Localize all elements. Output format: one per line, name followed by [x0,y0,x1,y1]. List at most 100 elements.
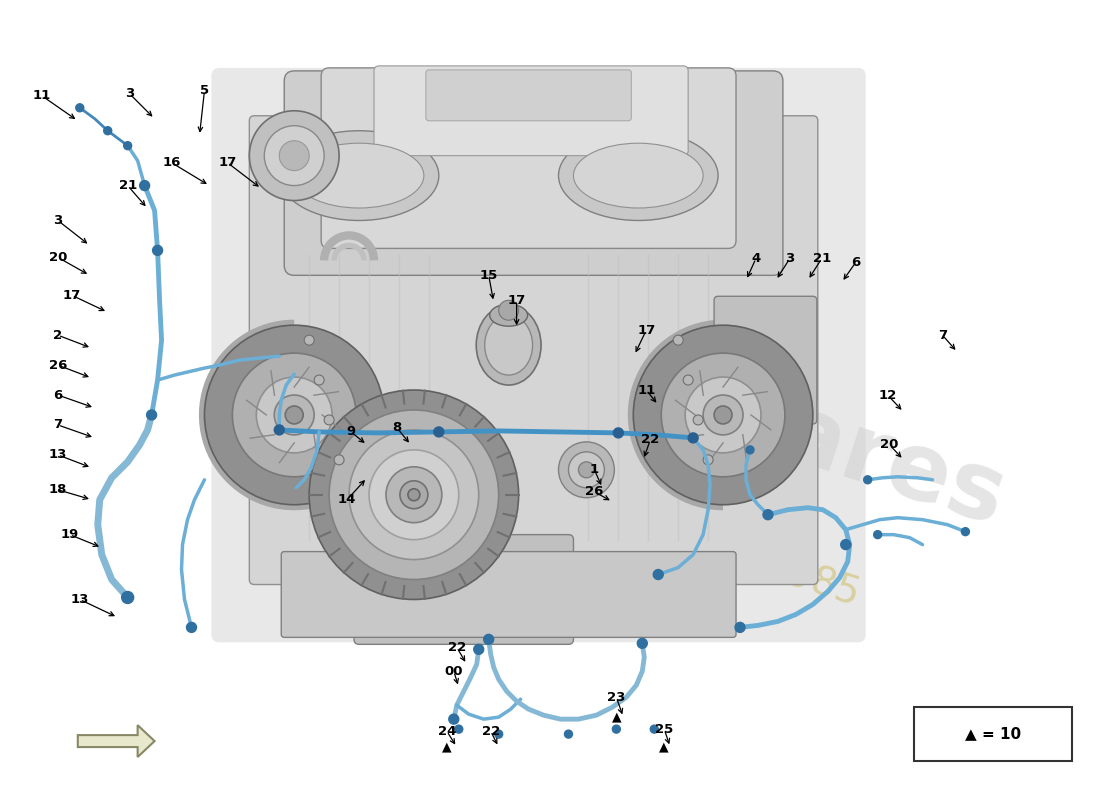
Circle shape [873,530,881,538]
Circle shape [285,406,304,424]
Text: 8: 8 [393,422,402,434]
Text: ▲ = 10: ▲ = 10 [966,726,1022,742]
Circle shape [329,410,498,579]
Text: 17: 17 [637,324,656,337]
Circle shape [703,395,742,435]
Circle shape [408,489,420,501]
Circle shape [703,455,713,465]
Circle shape [454,725,463,733]
Circle shape [840,540,850,550]
Text: 11: 11 [33,90,51,102]
Text: 19: 19 [60,528,79,541]
Circle shape [637,638,647,648]
Circle shape [122,591,133,603]
Circle shape [305,335,315,345]
Text: 6: 6 [851,256,860,269]
Circle shape [714,406,732,424]
Ellipse shape [490,304,528,326]
Text: 22: 22 [448,641,466,654]
Text: 4: 4 [751,252,760,265]
Circle shape [433,427,443,437]
Circle shape [140,181,150,190]
Circle shape [693,415,703,425]
Ellipse shape [476,306,541,385]
Text: 26: 26 [585,486,604,498]
Circle shape [661,353,785,477]
Text: 5: 5 [200,84,209,98]
FancyBboxPatch shape [250,116,817,585]
Text: 23: 23 [607,690,626,704]
Circle shape [279,141,309,170]
Circle shape [187,622,197,632]
Ellipse shape [573,143,703,208]
Circle shape [474,644,484,654]
FancyBboxPatch shape [354,534,573,644]
Text: 17: 17 [507,294,526,306]
Text: 24: 24 [438,725,456,738]
Circle shape [153,246,163,255]
Text: 00: 00 [444,665,463,678]
Circle shape [559,442,615,498]
Circle shape [76,104,84,112]
Text: 12: 12 [879,389,896,402]
Text: 21: 21 [119,179,136,192]
Circle shape [386,467,442,522]
Text: 17: 17 [63,289,81,302]
Text: 6: 6 [53,389,63,402]
Text: eurospares: eurospares [420,274,1016,546]
Circle shape [103,126,112,134]
FancyBboxPatch shape [914,707,1072,761]
Text: ▲: ▲ [612,710,621,724]
Circle shape [368,450,459,540]
Circle shape [735,622,745,632]
Text: 22: 22 [482,725,499,738]
Circle shape [864,476,871,484]
Circle shape [683,375,693,385]
Ellipse shape [485,315,532,375]
Circle shape [569,452,604,488]
Text: 25: 25 [656,722,673,736]
Polygon shape [78,725,155,757]
Circle shape [146,410,156,420]
Circle shape [123,142,132,150]
Circle shape [579,462,594,478]
Circle shape [613,725,620,733]
Text: ▲: ▲ [442,741,452,754]
FancyBboxPatch shape [426,70,631,121]
Circle shape [315,375,324,385]
Text: 13: 13 [48,448,67,462]
FancyBboxPatch shape [374,66,689,156]
Text: 20: 20 [880,438,899,451]
Circle shape [685,377,761,453]
Text: 3: 3 [125,87,134,100]
Text: 7: 7 [53,418,63,431]
Circle shape [634,326,813,505]
Circle shape [746,446,754,454]
Text: 26: 26 [48,358,67,371]
Text: a passion  since 1985: a passion since 1985 [452,446,865,613]
Text: 22: 22 [641,434,659,446]
Circle shape [274,425,284,435]
Text: 1: 1 [590,463,600,476]
Text: 21: 21 [813,252,830,265]
Circle shape [264,126,324,186]
Text: 17: 17 [218,156,236,169]
Circle shape [763,510,773,520]
Circle shape [961,528,969,536]
Circle shape [495,730,503,738]
Text: 3: 3 [785,252,794,265]
Ellipse shape [294,143,424,208]
Circle shape [205,326,384,505]
FancyBboxPatch shape [321,68,736,249]
Circle shape [689,433,698,443]
Ellipse shape [279,130,439,221]
FancyBboxPatch shape [284,71,783,275]
Circle shape [349,430,478,559]
Text: 3: 3 [53,214,63,227]
Text: 13: 13 [70,593,89,606]
Text: 20: 20 [48,251,67,264]
Circle shape [498,300,518,320]
Text: 15: 15 [480,269,498,282]
Circle shape [614,428,624,438]
Text: 18: 18 [48,483,67,496]
